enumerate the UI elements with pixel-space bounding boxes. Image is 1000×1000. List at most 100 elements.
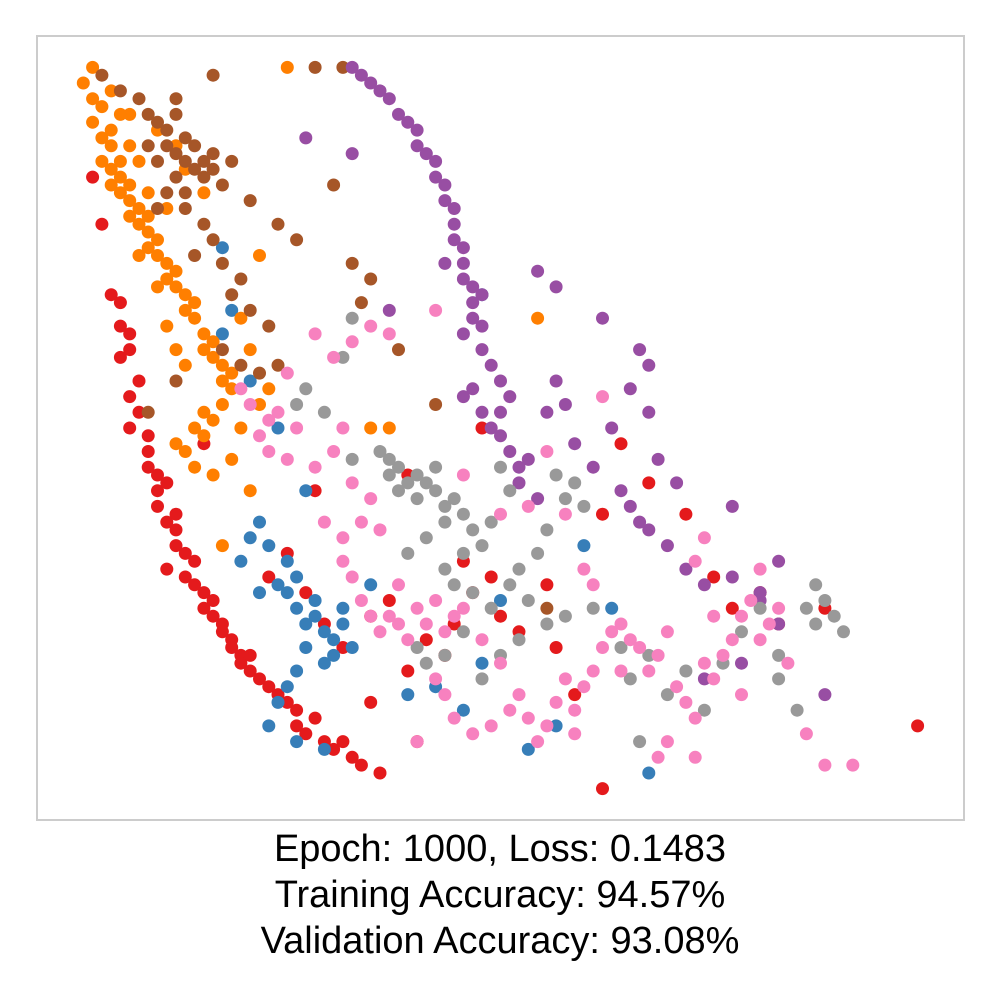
- scatter-point: [586, 578, 600, 592]
- scatter-point: [160, 202, 174, 215]
- scatter-point: [169, 92, 183, 106]
- scatter-point: [503, 445, 517, 458]
- scatter-point: [160, 515, 174, 529]
- scatter-point: [123, 327, 137, 341]
- scatter-point: [410, 735, 424, 749]
- scatter-point: [419, 656, 433, 670]
- scatter-point: [809, 578, 823, 592]
- scatter-point: [438, 194, 452, 208]
- scatter-point: [475, 288, 489, 302]
- scatter-point: [215, 539, 229, 553]
- scatter-point: [827, 609, 841, 623]
- scatter-point: [725, 499, 739, 513]
- scatter-point: [206, 350, 220, 364]
- scatter-point: [475, 343, 489, 357]
- scatter-point: [169, 437, 183, 451]
- scatter-point: [113, 154, 127, 168]
- scatter-point: [466, 296, 480, 310]
- scatter-point: [494, 460, 507, 474]
- scatter-point: [438, 688, 452, 702]
- scatter-point: [271, 578, 285, 592]
- scatter-point: [772, 554, 786, 568]
- scatter-point: [160, 562, 174, 576]
- scatter-point: [725, 570, 739, 584]
- scatter-point: [735, 609, 748, 623]
- scatter-point: [160, 123, 174, 137]
- scatter-point: [95, 100, 109, 114]
- scatter-point: [132, 374, 146, 388]
- scatter-point: [660, 625, 674, 639]
- scatter-point: [197, 186, 211, 200]
- scatter-point: [123, 194, 137, 208]
- scatter-point: [456, 703, 470, 717]
- scatter-point: [410, 601, 424, 615]
- scatter-point: [494, 429, 507, 443]
- scatter-point: [642, 648, 656, 662]
- scatter-point: [503, 578, 517, 592]
- scatter-point: [799, 727, 813, 741]
- scatter-point: [697, 656, 711, 670]
- scatter-point: [253, 515, 266, 529]
- scatter-point: [141, 405, 155, 419]
- scatter-point: [605, 421, 619, 435]
- scatter-point: [549, 468, 563, 482]
- scatter-point: [401, 688, 415, 702]
- scatter-point: [837, 625, 850, 639]
- scatter-point: [336, 531, 350, 545]
- scatter-point: [484, 421, 498, 435]
- scatter-point: [290, 719, 304, 733]
- scatter-point: [151, 154, 164, 168]
- scatter-point: [206, 413, 220, 427]
- scatter-point: [410, 123, 424, 137]
- scatter-point: [151, 499, 164, 513]
- scatter-point: [308, 711, 322, 725]
- scatter-point: [660, 688, 674, 702]
- scatter-point: [494, 594, 507, 607]
- scatter-point: [123, 178, 137, 192]
- scatter-point: [345, 570, 359, 584]
- scatter-point: [225, 641, 239, 654]
- scatter-point: [438, 562, 452, 576]
- scatter-point: [317, 515, 331, 529]
- scatter-point: [447, 492, 461, 506]
- validation-accuracy-text: Validation Accuracy: 93.08%: [260, 920, 740, 962]
- scatter-point: [225, 154, 239, 168]
- scatter-point: [466, 586, 480, 600]
- scatter-point: [642, 664, 656, 678]
- scatter-point: [141, 241, 155, 255]
- scatter-point: [642, 358, 656, 372]
- scatter-point: [345, 311, 359, 325]
- scatter-point: [271, 421, 285, 435]
- scatter-point: [429, 303, 443, 317]
- epoch-loss-text: Epoch: 1000, Loss: 0.1483: [273, 828, 727, 870]
- scatter-point: [623, 672, 637, 686]
- scatter-point: [178, 445, 192, 458]
- scatter-point: [123, 390, 137, 404]
- scatter-point: [364, 578, 378, 592]
- scatter-point: [354, 594, 368, 607]
- scatter-point: [475, 405, 489, 419]
- scatter-point: [178, 288, 192, 302]
- scatter-point: [215, 256, 229, 270]
- scatter-point: [549, 374, 563, 388]
- scatter-point: [290, 570, 304, 584]
- scatter-point: [466, 727, 480, 741]
- scatter-point: [197, 586, 211, 600]
- scatter-point: [178, 131, 192, 145]
- scatter-point: [104, 288, 118, 302]
- scatter-point: [262, 570, 276, 584]
- scatter-point: [401, 476, 415, 490]
- scatter-point: [410, 468, 424, 482]
- scatter-point: [651, 648, 665, 662]
- scatter-point: [123, 421, 137, 435]
- scatter-point: [540, 617, 554, 631]
- scatter-point: [206, 594, 220, 607]
- scatter-point: [494, 507, 507, 521]
- scatter-point: [123, 139, 137, 153]
- scatter-point: [772, 601, 786, 615]
- scatter-point: [197, 429, 211, 443]
- scatter-point: [447, 711, 461, 725]
- scatter-point: [484, 719, 498, 733]
- scatter-point: [160, 256, 174, 270]
- scatter-point: [188, 421, 202, 435]
